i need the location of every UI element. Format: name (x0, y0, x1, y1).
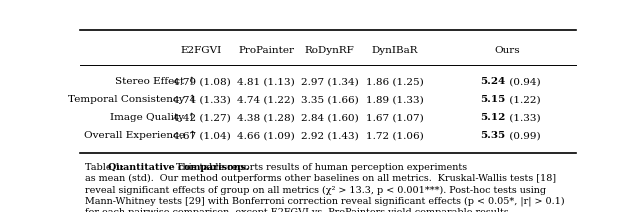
Text: 4.67 (1.04): 4.67 (1.04) (173, 131, 230, 140)
Text: Quantitative comparisons.: Quantitative comparisons. (108, 163, 250, 172)
Text: 4.79 (1.08): 4.79 (1.08) (173, 77, 230, 86)
Text: (0.94): (0.94) (506, 77, 540, 86)
Text: This table reports results of human perception experiments: This table reports results of human perc… (173, 163, 467, 172)
Text: (0.99): (0.99) (506, 131, 540, 140)
Text: 2.92 (1.43): 2.92 (1.43) (301, 131, 358, 140)
Text: 1.72 (1.06): 1.72 (1.06) (365, 131, 423, 140)
Text: 1.67 (1.07): 1.67 (1.07) (365, 113, 423, 122)
Text: ProPainter: ProPainter (238, 46, 294, 55)
Text: 4.42 (1.27): 4.42 (1.27) (173, 113, 230, 122)
Text: for each pairwise comparison, except E2FGVI vs. ProPainters yield comparable res: for each pairwise comparison, except E2F… (85, 208, 512, 212)
Text: 2.97 (1.34): 2.97 (1.34) (301, 77, 358, 86)
Text: 5.24: 5.24 (480, 77, 505, 86)
Text: 4.74 (1.22): 4.74 (1.22) (237, 95, 295, 104)
Text: 5.12: 5.12 (480, 113, 505, 122)
Text: 2.84 (1.60): 2.84 (1.60) (301, 113, 358, 122)
Text: RoDynRF: RoDynRF (305, 46, 355, 55)
Text: 5.35: 5.35 (480, 131, 505, 140)
Text: Ours: Ours (495, 46, 520, 55)
Text: 3.35 (1.66): 3.35 (1.66) (301, 95, 358, 104)
Text: (1.33): (1.33) (506, 113, 540, 122)
Text: 1.89 (1.33): 1.89 (1.33) (365, 95, 423, 104)
Text: 4.74 (1.33): 4.74 (1.33) (173, 95, 230, 104)
Text: Mann-Whitney tests [29] with Bonferroni correction reveal significant effects (p: Mann-Whitney tests [29] with Bonferroni … (85, 197, 564, 206)
Text: Temporal Consistency ↑: Temporal Consistency ↑ (68, 95, 196, 105)
Text: E2FGVI: E2FGVI (181, 46, 222, 55)
Text: 1.86 (1.25): 1.86 (1.25) (365, 77, 423, 86)
Text: 4.81 (1.13): 4.81 (1.13) (237, 77, 295, 86)
Text: as mean (std).  Our method outperforms other baselines on all metrics.  Kruskal-: as mean (std). Our method outperforms ot… (85, 174, 556, 183)
Text: 4.38 (1.28): 4.38 (1.28) (237, 113, 295, 122)
Text: Stereo Effect ↑: Stereo Effect ↑ (115, 77, 196, 86)
Text: reveal significant effects of group on all metrics (χ² > 13.3, p < 0.001***). Po: reveal significant effects of group on a… (85, 186, 546, 195)
Text: (1.22): (1.22) (506, 95, 540, 104)
Text: 4.66 (1.09): 4.66 (1.09) (237, 131, 295, 140)
Text: 5.15: 5.15 (480, 95, 505, 104)
Text: Table 1:: Table 1: (85, 163, 127, 172)
Text: Overall Experience ↑: Overall Experience ↑ (84, 131, 196, 140)
Text: Image Quality ↑: Image Quality ↑ (111, 113, 196, 122)
Text: DynIBaR: DynIBaR (371, 46, 418, 55)
